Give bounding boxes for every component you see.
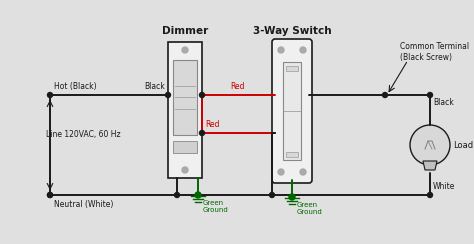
Circle shape bbox=[47, 193, 53, 197]
Circle shape bbox=[270, 193, 274, 197]
Circle shape bbox=[174, 193, 180, 197]
Text: Green
Ground: Green Ground bbox=[297, 202, 323, 215]
Text: 3-Way Switch: 3-Way Switch bbox=[253, 26, 331, 36]
Circle shape bbox=[47, 193, 53, 197]
Bar bbox=[286, 152, 298, 157]
Bar bbox=[173, 141, 197, 153]
Text: Green
Ground: Green Ground bbox=[203, 200, 229, 213]
Circle shape bbox=[182, 167, 188, 173]
Circle shape bbox=[428, 92, 432, 98]
Bar bbox=[168, 42, 202, 178]
FancyBboxPatch shape bbox=[272, 39, 312, 183]
Text: White: White bbox=[433, 182, 456, 191]
Text: Dimmer: Dimmer bbox=[162, 26, 208, 36]
Text: Black: Black bbox=[433, 98, 454, 107]
Text: Line 120VAC, 60 Hz: Line 120VAC, 60 Hz bbox=[46, 131, 120, 140]
Circle shape bbox=[165, 92, 171, 98]
Bar bbox=[173, 60, 197, 135]
Text: Common Terminal
(Black Screw): Common Terminal (Black Screw) bbox=[400, 42, 469, 62]
Text: Load: Load bbox=[453, 141, 473, 150]
Bar bbox=[286, 66, 298, 71]
Circle shape bbox=[182, 47, 188, 53]
Circle shape bbox=[300, 169, 306, 175]
Circle shape bbox=[289, 194, 295, 200]
Text: Red: Red bbox=[231, 82, 245, 91]
Circle shape bbox=[278, 47, 284, 53]
Circle shape bbox=[195, 192, 201, 198]
Text: Black: Black bbox=[144, 82, 165, 91]
Bar bbox=[283, 62, 301, 160]
Circle shape bbox=[410, 125, 450, 165]
Polygon shape bbox=[423, 161, 437, 170]
Circle shape bbox=[428, 193, 432, 197]
Text: Neutral (White): Neutral (White) bbox=[54, 200, 113, 209]
Circle shape bbox=[383, 92, 388, 98]
Circle shape bbox=[200, 131, 204, 135]
Circle shape bbox=[278, 169, 284, 175]
Text: Red: Red bbox=[205, 120, 219, 129]
Circle shape bbox=[200, 92, 204, 98]
Text: Hot (Black): Hot (Black) bbox=[54, 82, 97, 91]
Circle shape bbox=[300, 47, 306, 53]
Circle shape bbox=[47, 92, 53, 98]
